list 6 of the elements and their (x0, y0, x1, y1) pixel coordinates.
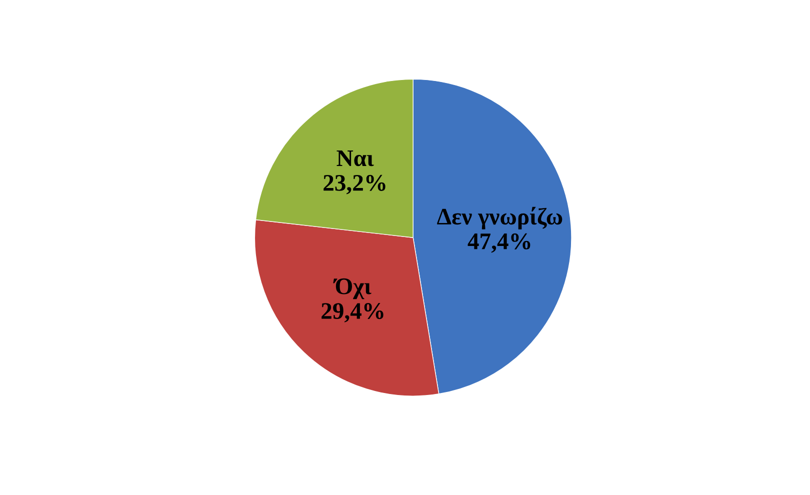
data-label: 29,4% (322, 303, 384, 322)
slice-label: Όχι (333, 278, 372, 300)
data-label: 47,4% (468, 233, 530, 253)
slice-label: Ναι (336, 150, 374, 166)
data-label: 23,2% (324, 174, 386, 194)
slice-label: Δεν γνωρίζω (437, 206, 562, 230)
